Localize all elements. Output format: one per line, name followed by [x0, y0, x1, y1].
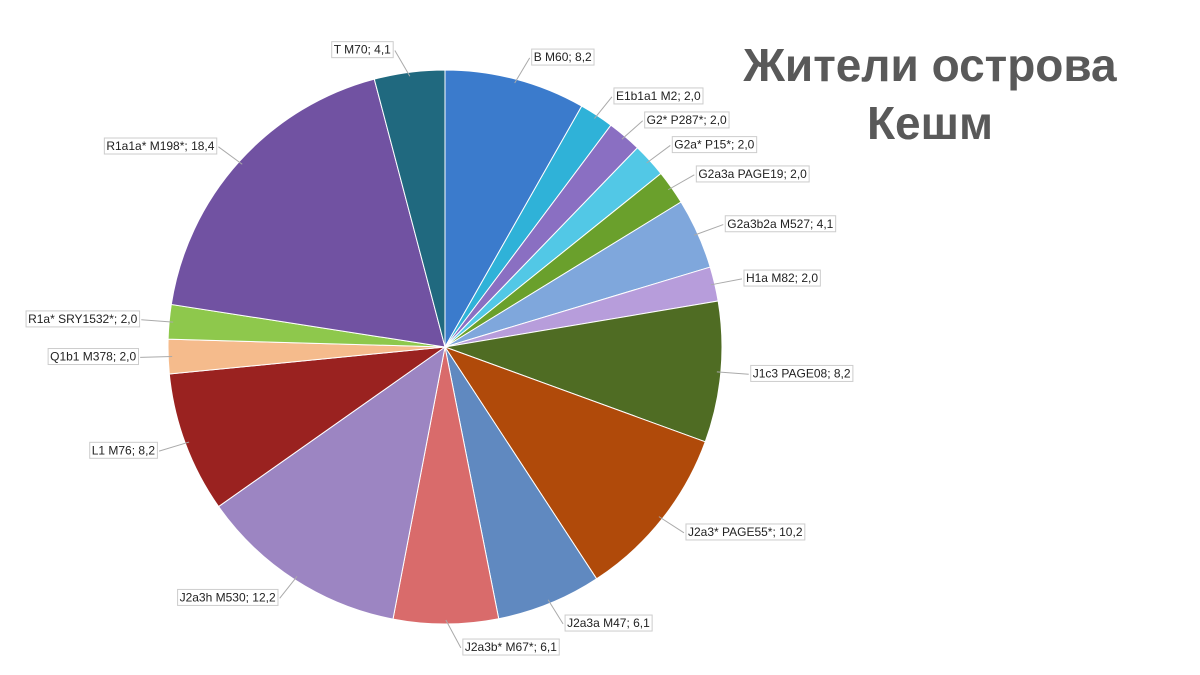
data-label: G2* P287*; 2,0	[647, 113, 727, 127]
data-label: E1b1a1 M2; 2,0	[616, 89, 701, 103]
data-label-group: T M70; 4,1	[331, 41, 394, 59]
leader-line	[158, 441, 190, 452]
data-label-group: R1a1a* M198*; 18,4	[103, 137, 218, 155]
leader-line	[667, 174, 695, 191]
data-label-group: J1c3 PAGE08; 8,2	[750, 364, 854, 382]
label-box	[47, 348, 140, 366]
data-label-group: Q1b1 M378; 2,0	[47, 348, 140, 366]
label-box	[25, 310, 141, 328]
data-label: R1a1a* M198*; 18,4	[106, 139, 214, 153]
data-label: T M70; 4,1	[334, 43, 391, 57]
data-label: L1 M76; 8,2	[92, 443, 156, 457]
data-label: Q1b1 M378; 2,0	[50, 350, 136, 364]
label-box	[750, 364, 854, 382]
chart-title: Жители острова Кешм	[743, 39, 1117, 149]
label-box	[462, 638, 560, 656]
data-label-group: G2a* P15*; 2,0	[671, 136, 758, 154]
label-box	[724, 215, 837, 233]
data-label-group: L1 M76; 8,2	[89, 441, 158, 459]
leader-line	[594, 96, 613, 119]
label-box	[331, 41, 394, 59]
data-label-group: J2a3h M530; 12,2	[177, 588, 279, 606]
data-label: J1c3 PAGE08; 8,2	[753, 366, 851, 380]
data-label-group: G2a3b2a M527; 4,1	[724, 215, 837, 233]
leader-line	[514, 57, 531, 84]
data-label-group: H1a M82; 2,0	[743, 269, 821, 287]
data-label-group: B M60; 8,2	[531, 48, 595, 66]
data-label-group: E1b1a1 M2; 2,0	[613, 87, 704, 105]
leader-line	[218, 146, 243, 165]
label-box	[177, 588, 279, 606]
label-box	[564, 614, 653, 632]
leader-line	[658, 516, 685, 534]
leader-line	[693, 224, 724, 236]
data-label: H1a M82; 2,0	[746, 271, 818, 285]
leader-line	[394, 50, 411, 77]
label-box	[613, 87, 704, 105]
label-box	[644, 111, 730, 129]
data-label: J2a3* PAGE55*; 10,2	[688, 525, 803, 539]
leader-line	[716, 371, 749, 375]
leader-line	[141, 319, 174, 323]
data-label: G2a* P15*; 2,0	[674, 138, 754, 152]
data-label-group: R1a* SRY1532*; 2,0	[25, 310, 141, 328]
pie-slice	[373, 69, 446, 348]
leader-line	[621, 120, 644, 140]
data-label: G2a3b2a M527; 4,1	[727, 217, 833, 231]
leader-line	[140, 355, 173, 358]
label-box	[743, 269, 821, 287]
data-label: B M60; 8,2	[534, 50, 592, 64]
data-label-group: J2a3* PAGE55*; 10,2	[685, 523, 806, 541]
label-box	[695, 165, 810, 183]
label-box	[531, 48, 595, 66]
leader-line	[547, 599, 564, 625]
leader-line	[445, 619, 462, 649]
data-label-group: G2* P287*; 2,0	[644, 111, 730, 129]
label-box	[685, 523, 806, 541]
data-label: G2a3a PAGE19; 2,0	[698, 167, 807, 181]
label-box	[671, 136, 758, 154]
data-label: J2a3b* M67*; 6,1	[465, 640, 557, 654]
data-label: R1a* SRY1532*; 2,0	[28, 312, 138, 326]
leader-line	[646, 145, 671, 164]
data-label: J2a3h M530; 12,2	[180, 590, 276, 604]
leader-line	[279, 576, 298, 599]
data-label-group: J2a3a M47; 6,1	[564, 614, 653, 632]
data-label: J2a3a M47; 6,1	[567, 616, 650, 630]
label-box	[103, 137, 218, 155]
data-label-group: J2a3b* M67*; 6,1	[462, 638, 560, 656]
data-label-group: G2a3a PAGE19; 2,0	[695, 165, 810, 183]
label-box	[89, 441, 158, 459]
leader-line	[710, 278, 743, 286]
pie-slice	[444, 69, 583, 349]
